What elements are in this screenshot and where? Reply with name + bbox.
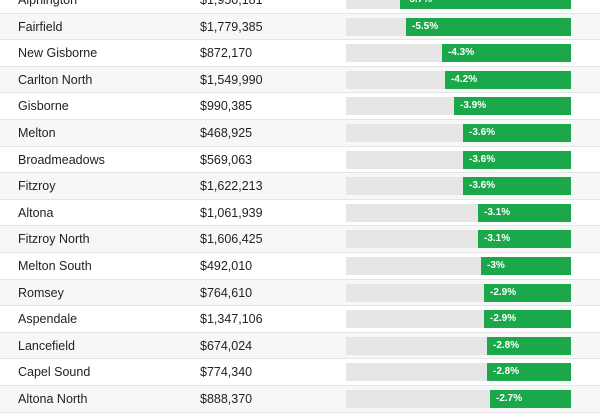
- median-price: $1,061,939: [200, 205, 263, 220]
- change-bar-track: -4.2%: [346, 70, 571, 89]
- change-label: -3.1%: [484, 206, 511, 218]
- change-bar: -3.6%: [463, 177, 571, 196]
- change-bar-track: -3.6%: [346, 150, 571, 169]
- table-row: Fitzroy North $1,606,425 -3.1%: [0, 226, 600, 253]
- change-bar: -3.9%: [454, 97, 571, 116]
- table-row: New Gisborne $872,170 -4.3%: [0, 40, 600, 67]
- change-bar: -4.2%: [445, 70, 571, 89]
- suburb-name: New Gisborne: [18, 46, 98, 61]
- suburb-name: Capel Sound: [18, 365, 91, 380]
- change-bar-track: -2.8%: [346, 363, 571, 382]
- change-bar-track: -2.9%: [346, 283, 571, 302]
- suburb-name: Carlton North: [18, 72, 93, 87]
- suburb-name: Fitzroy North: [18, 232, 90, 247]
- change-label: -2.8%: [493, 339, 520, 351]
- change-bar-track: -3.6%: [346, 123, 571, 142]
- change-bar: -3%: [481, 256, 571, 275]
- change-label: -5.7%: [406, 0, 432, 9]
- suburb-name: Romsey: [18, 285, 64, 300]
- change-bar: -5.5%: [406, 17, 571, 36]
- change-bar: -2.9%: [484, 310, 571, 329]
- change-bar-track: -2.8%: [346, 336, 571, 355]
- change-label: -3%: [487, 259, 505, 271]
- table-row: Capel Sound $774,340 -2.8%: [0, 359, 600, 386]
- change-bar: -2.9%: [484, 283, 571, 302]
- median-price: $674,024: [200, 338, 253, 353]
- change-label: -5.5%: [412, 20, 439, 32]
- table-row: Gisborne $990,385 -3.9%: [0, 93, 600, 120]
- suburb-name: Melton South: [18, 258, 92, 273]
- change-bar-track: -5.7%: [346, 0, 571, 9]
- table-row: Melton $468,925 -3.6%: [0, 119, 600, 147]
- change-bar: -2.8%: [487, 363, 571, 382]
- suburb-name: Gisborne: [18, 99, 69, 114]
- change-bar-track: -2.9%: [346, 310, 571, 329]
- table-row: Melton South $492,010 -3%: [0, 253, 600, 280]
- suburb-name: Altona: [18, 205, 54, 220]
- table-row: Fitzroy $1,622,213 -3.6%: [0, 173, 600, 200]
- median-price: $1,347,106: [200, 312, 263, 327]
- table-row: Altona North $888,370 -2.7%: [0, 385, 600, 413]
- median-price: $468,925: [200, 125, 253, 140]
- median-price: $1,779,385: [200, 19, 263, 34]
- change-bar-track: -4.3%: [346, 44, 571, 63]
- change-label: -2.9%: [490, 286, 517, 298]
- table-row: Carlton North $1,549,990 -4.2%: [0, 66, 600, 94]
- median-price: $569,063: [200, 152, 253, 167]
- median-price: $774,340: [200, 365, 253, 380]
- median-price: $1,622,213: [200, 179, 263, 194]
- change-bar: -5.7%: [400, 0, 571, 9]
- change-bar-track: -3%: [346, 256, 571, 275]
- table-row: Fairfield $1,779,385 -5.5%: [0, 13, 600, 41]
- median-price: $990,385: [200, 99, 253, 114]
- suburb-name: Fairfield: [18, 19, 63, 34]
- table-row: Broadmeadows $569,063 -3.6%: [0, 147, 600, 174]
- change-bar: -3.6%: [463, 150, 571, 169]
- median-price: $872,170: [200, 46, 253, 61]
- table-row: Romsey $764,610 -2.9%: [0, 279, 600, 307]
- median-price: $1,549,990: [200, 72, 263, 87]
- suburb-name: Broadmeadows: [18, 152, 105, 167]
- change-label: -3.6%: [469, 126, 496, 138]
- suburb-name: Melton: [18, 125, 56, 140]
- change-bar-track: -3.9%: [346, 97, 571, 116]
- change-label: -2.9%: [490, 313, 517, 325]
- change-bar-track: -2.7%: [346, 389, 571, 408]
- table-row: Alphington $1,950,181 -5.7%: [0, 0, 600, 14]
- change-label: -3.6%: [469, 180, 496, 192]
- change-label: -4.2%: [451, 73, 478, 85]
- median-price: $1,950,181: [200, 0, 263, 7]
- change-label: -3.9%: [460, 100, 487, 112]
- change-bar-track: -3.1%: [346, 203, 571, 222]
- change-label: -3.6%: [469, 153, 496, 165]
- change-label: -2.7%: [496, 392, 523, 404]
- median-price: $1,606,425: [200, 232, 263, 247]
- change-label: -4.3%: [448, 47, 475, 59]
- median-price: $764,610: [200, 285, 253, 300]
- change-bar: -3.1%: [478, 203, 571, 222]
- change-label: -2.8%: [493, 366, 520, 378]
- change-bar: -2.7%: [490, 389, 571, 408]
- table-row: Lancefield $674,024 -2.8%: [0, 332, 600, 360]
- suburb-name: Lancefield: [18, 338, 75, 353]
- change-bar: -3.1%: [478, 230, 571, 249]
- suburb-name: Fitzroy: [18, 179, 56, 194]
- change-bar: -4.3%: [442, 44, 571, 63]
- suburb-name: Alphington: [18, 0, 78, 7]
- median-price: $888,370: [200, 391, 253, 406]
- change-bar-track: -3.1%: [346, 230, 571, 249]
- table-row: Aspendale $1,347,106 -2.9%: [0, 306, 600, 333]
- change-label: -3.1%: [484, 233, 511, 245]
- change-bar-track: -3.6%: [346, 177, 571, 196]
- change-bar: -2.8%: [487, 336, 571, 355]
- median-price: $492,010: [200, 258, 253, 273]
- change-bar-track: -5.5%: [346, 17, 571, 36]
- change-bar: -3.6%: [463, 123, 571, 142]
- suburb-name: Altona North: [18, 391, 88, 406]
- suburb-name: Aspendale: [18, 312, 78, 327]
- table-row: Altona $1,061,939 -3.1%: [0, 200, 600, 227]
